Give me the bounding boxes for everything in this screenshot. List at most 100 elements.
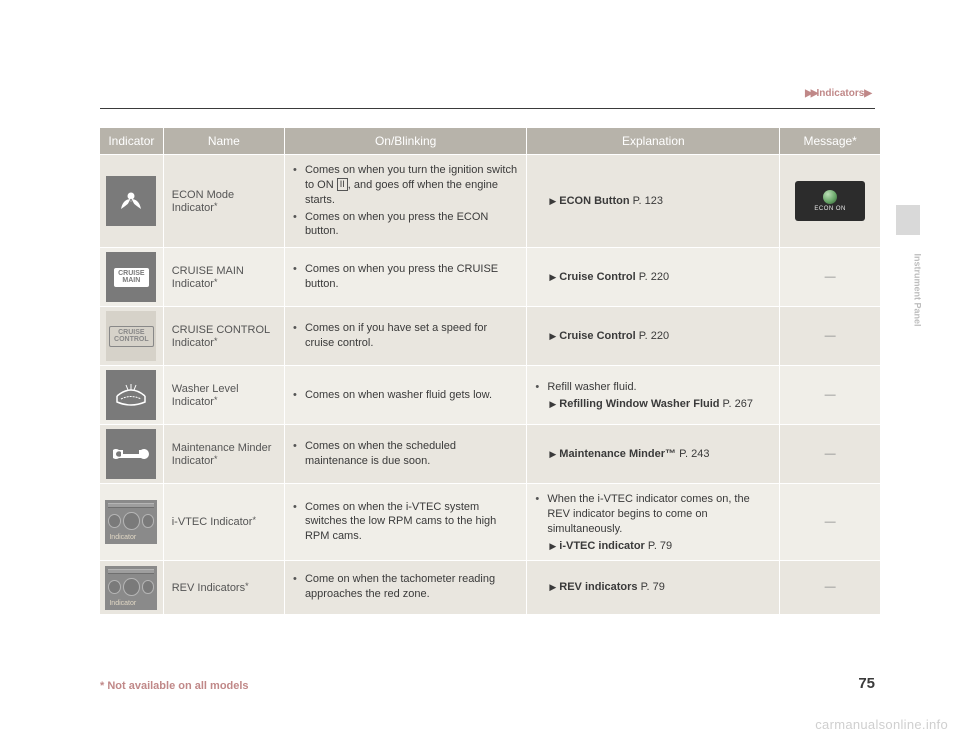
footnote-star: * — [214, 395, 218, 405]
message-dash: — — [825, 271, 836, 283]
explanation-cell: ▶REV indicators P. 79 — [527, 560, 780, 614]
reference-page: P. 79 — [645, 540, 672, 552]
washer-level-icon — [106, 370, 156, 420]
explanation-cell: ▶Cruise Control P. 220 — [527, 248, 780, 307]
reference-title: ECON Button — [559, 195, 629, 207]
list-item: Comes on when the scheduled maintenance … — [293, 439, 518, 469]
on-blinking-cell: Comes on if you have set a speed for cru… — [284, 307, 526, 366]
col-onblinking: On/Blinking — [284, 128, 526, 155]
table-row: Indicator i-VTEC Indicator* Comes on whe… — [100, 484, 880, 560]
reference-title: Refilling Window Washer Fluid — [559, 398, 719, 410]
message-dash: — — [825, 581, 836, 593]
message-dash: — — [825, 389, 836, 401]
explanation-cell: Refill washer fluid. ▶Refilling Window W… — [527, 366, 780, 425]
table-header-row: Indicator Name On/Blinking Explanation M… — [100, 128, 880, 155]
message-dash: — — [825, 330, 836, 342]
gauge-cluster-icon: Indicator — [105, 566, 157, 610]
indicator-cell — [100, 366, 163, 425]
col-indicator: Indicator — [100, 128, 163, 155]
cross-reference: ▶Cruise Control P. 220 — [535, 271, 771, 283]
table-row: CRUISEMAIN CRUISE MAIN Indicator* Comes … — [100, 248, 880, 307]
on-blinking-cell: Comes on when you turn the ignition swit… — [284, 155, 526, 248]
cross-reference: ▶Refilling Window Washer Fluid P. 267 — [535, 397, 771, 412]
reference-page: P. 243 — [676, 448, 709, 460]
reference-arrow-icon: ▶ — [549, 398, 556, 410]
list-item: Come on when the tachometer reading appr… — [293, 572, 518, 602]
name-cell: Washer Level Indicator* — [163, 366, 284, 425]
reference-arrow-icon: ▶ — [549, 331, 556, 342]
cross-reference: ▶Cruise Control P. 220 — [535, 330, 771, 342]
message-cell: — — [780, 425, 880, 484]
page-content: Indicator Name On/Blinking Explanation M… — [100, 128, 880, 614]
message-cell: ECON ON — [780, 155, 880, 248]
reference-arrow-icon: ▶ — [549, 449, 556, 460]
indicators-table: Indicator Name On/Blinking Explanation M… — [100, 128, 880, 614]
on-blinking-list: Comes on if you have set a speed for cru… — [293, 321, 518, 351]
indicator-cell: Indicator — [100, 484, 163, 560]
name-cell: REV Indicators* — [163, 560, 284, 614]
side-tab-label: Instrument Panel — [912, 253, 922, 326]
indicator-cell: Indicator — [100, 560, 163, 614]
reference-title: i-VTEC indicator — [559, 540, 645, 552]
explanation-cell: ▶Cruise Control P. 220 — [527, 307, 780, 366]
cross-reference: ▶REV indicators P. 79 — [535, 581, 771, 593]
econ-on-message-icon: ECON ON — [795, 181, 865, 221]
message-cell: — — [780, 484, 880, 560]
reference-page: P. 220 — [636, 330, 669, 342]
econ-on-text: ECON ON — [814, 206, 846, 212]
on-blinking-list: Come on when the tachometer reading appr… — [293, 572, 518, 602]
name-cell: ECON Mode Indicator* — [163, 155, 284, 248]
breadcrumb-arrow-pre: ▶▶ — [805, 88, 816, 99]
explanation-cell: When the i-VTEC indicator comes on, the … — [527, 484, 780, 560]
explanation-list: Refill washer fluid. — [535, 380, 771, 395]
footnote-star: * — [214, 454, 218, 464]
on-blinking-list: Comes on when the scheduled maintenance … — [293, 439, 518, 469]
cross-reference: ▶Maintenance Minder™ P. 243 — [535, 448, 771, 460]
table-row: Washer Level Indicator* Comes on when wa… — [100, 366, 880, 425]
globe-icon — [823, 190, 837, 204]
cross-reference: ▶ECON Button P. 123 — [535, 195, 771, 207]
name-cell: i-VTEC Indicator* — [163, 484, 284, 560]
list-item: Comes on when you press the ECON button. — [293, 210, 518, 240]
cruise-main-icon: CRUISEMAIN — [106, 252, 156, 302]
col-message: Message* — [780, 128, 880, 155]
footnote-star: * — [245, 581, 249, 591]
side-tab: Instrument Panel — [896, 205, 920, 345]
ignition-position-badge: II — [337, 178, 348, 191]
name-cell: CRUISE CONTROL Indicator* — [163, 307, 284, 366]
on-blinking-cell: Comes on when you press the CRUISE butto… — [284, 248, 526, 307]
footnote-star: * — [214, 336, 218, 346]
header-rule — [100, 108, 875, 109]
list-item: Comes on when you press the CRUISE butto… — [293, 262, 518, 292]
reference-title: Cruise Control — [559, 271, 635, 283]
message-cell: — — [780, 366, 880, 425]
list-item: Refill washer fluid. — [535, 380, 771, 395]
table-row: Maintenance Minder Indicator* Comes on w… — [100, 425, 880, 484]
list-item: Comes on when washer fluid gets low. — [293, 388, 518, 403]
explanation-cell: ▶ECON Button P. 123 — [527, 155, 780, 248]
side-tab-mark — [896, 205, 920, 235]
explanation-list: When the i-VTEC indicator comes on, the … — [535, 492, 771, 537]
page-number: 75 — [858, 675, 875, 692]
reference-arrow-icon: ▶ — [549, 272, 556, 283]
reference-page: P. 123 — [630, 195, 663, 207]
on-blinking-cell: Come on when the tachometer reading appr… — [284, 560, 526, 614]
message-cell: — — [780, 248, 880, 307]
list-item: When the i-VTEC indicator comes on, the … — [535, 492, 771, 537]
reference-page: P. 220 — [636, 271, 669, 283]
reference-title: Cruise Control — [559, 330, 635, 342]
message-dash: — — [825, 516, 836, 528]
list-item: Comes on when the i-VTEC system switches… — [293, 500, 518, 545]
on-blinking-list: Comes on when you press the CRUISE butto… — [293, 262, 518, 292]
name-cell: Maintenance Minder Indicator* — [163, 425, 284, 484]
col-explanation: Explanation — [527, 128, 780, 155]
indicator-cell: CRUISECONTROL — [100, 307, 163, 366]
gauge-cluster-icon: Indicator — [105, 500, 157, 544]
breadcrumb-label: Indicators — [817, 88, 865, 99]
reference-page: P. 267 — [720, 398, 753, 410]
reference-title: REV indicators — [559, 581, 637, 593]
indicator-cell: CRUISEMAIN — [100, 248, 163, 307]
reference-arrow-icon: ▶ — [549, 196, 556, 207]
list-item: Comes on if you have set a speed for cru… — [293, 321, 518, 351]
message-cell: — — [780, 560, 880, 614]
